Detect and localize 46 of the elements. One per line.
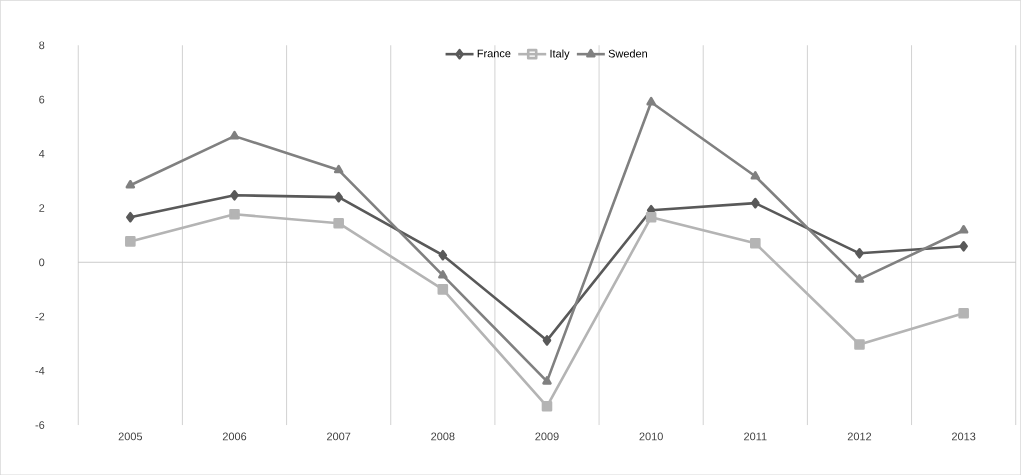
- point: [438, 269, 448, 279]
- x-tick-label: 2010: [639, 432, 663, 441]
- point: [229, 130, 240, 140]
- point: [958, 307, 969, 319]
- point: [541, 400, 553, 412]
- point: [646, 96, 656, 106]
- x-tick-label: 2005: [118, 432, 143, 441]
- y-tick-label: -2: [35, 312, 45, 321]
- x-tick-label: 2008: [431, 432, 455, 441]
- y-tick-label: -4: [35, 366, 45, 375]
- point: [333, 164, 344, 174]
- y-tick-label: 2: [39, 204, 45, 212]
- x-tick-label: 2009: [535, 432, 559, 441]
- y-tick-label: 6: [39, 95, 45, 104]
- point: [126, 211, 135, 223]
- point: [958, 224, 969, 234]
- point: [229, 208, 240, 220]
- point: [750, 237, 761, 249]
- point: [645, 211, 657, 223]
- x-tick-label: 2013: [952, 432, 976, 441]
- legend-label: Italy: [550, 49, 570, 60]
- point: [333, 217, 344, 229]
- point: [854, 339, 865, 350]
- y-tick-label: -6: [35, 421, 45, 429]
- point: [542, 334, 552, 346]
- x-tick-label: 2012: [847, 432, 872, 441]
- legend-label: France: [477, 49, 511, 58]
- point: [751, 197, 760, 209]
- point: [437, 283, 449, 295]
- point: [542, 375, 552, 385]
- x-tick-label: 2011: [744, 432, 767, 441]
- point: [125, 179, 136, 189]
- point: [125, 235, 136, 247]
- x-tick-label: 2006: [222, 432, 247, 441]
- y-tick-label: 4: [38, 149, 45, 158]
- point: [855, 247, 864, 259]
- x-tick-label: 2007: [327, 432, 351, 441]
- point: [854, 273, 865, 283]
- point: [750, 170, 761, 180]
- point: [959, 240, 968, 252]
- legend-label: Sweden: [608, 49, 647, 58]
- point: [230, 189, 239, 201]
- point: [438, 249, 448, 261]
- point: [334, 191, 343, 203]
- y-tick-label: 8: [39, 41, 45, 49]
- y-tick-label: 0: [39, 258, 45, 266]
